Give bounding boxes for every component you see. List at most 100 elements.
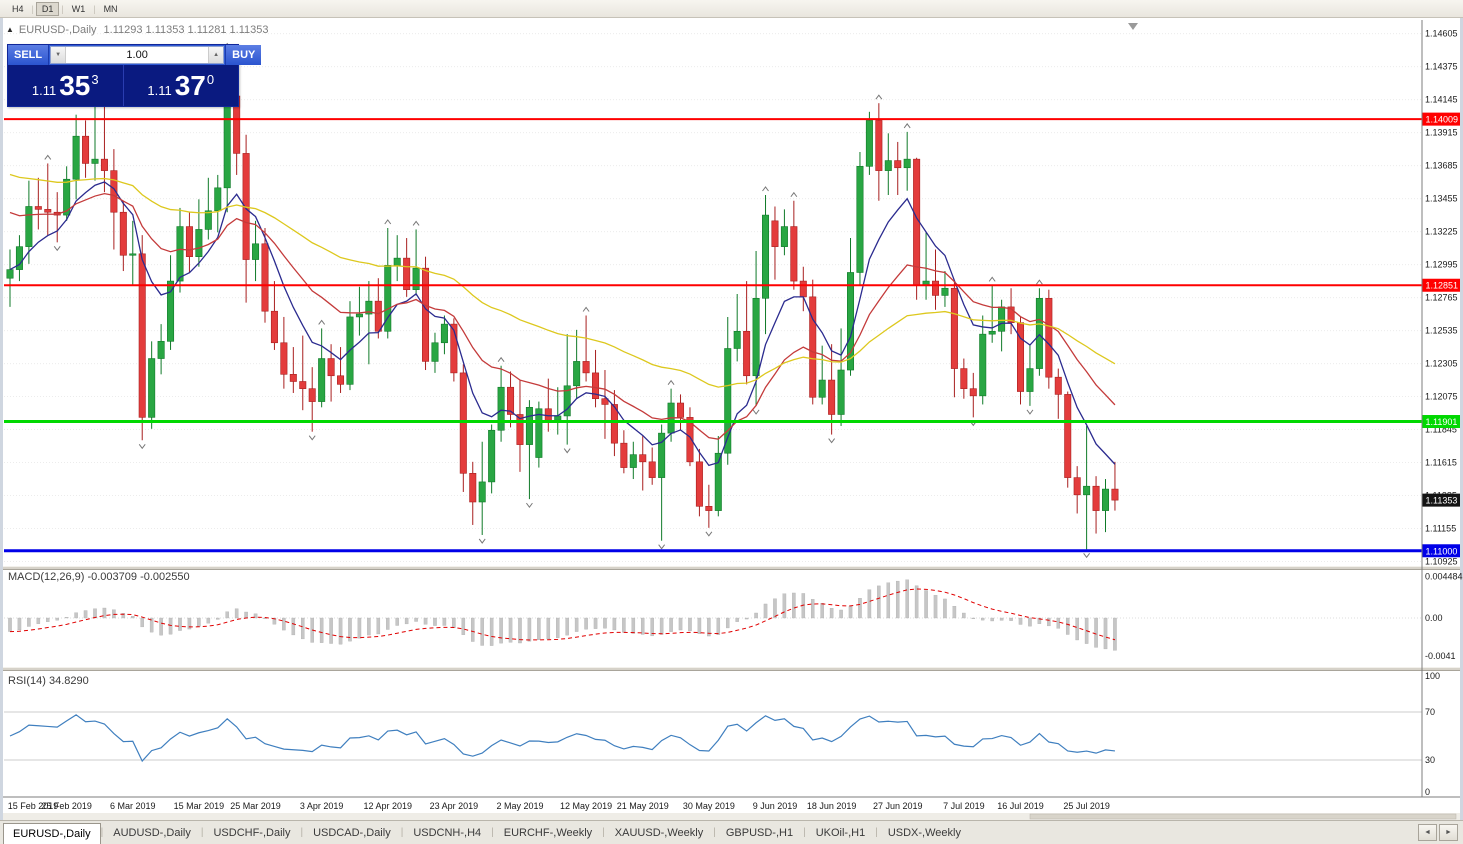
tab-separator: | bbox=[875, 827, 878, 838]
volume-increment-icon[interactable]: ▲ bbox=[208, 47, 224, 63]
volume-input[interactable] bbox=[66, 47, 209, 63]
tab-eurchf-weekly[interactable]: EURCHF-,Weekly bbox=[503, 827, 593, 839]
tab-separator: | bbox=[803, 827, 806, 838]
chart-background bbox=[3, 18, 1460, 813]
chart-title-row: ▲ EURUSD-,Daily 1.11293 1.11353 1.11281 … bbox=[6, 24, 269, 36]
volume-decrement-icon[interactable]: ▼ bbox=[51, 47, 67, 63]
svg-text:9 Jun 2019: 9 Jun 2019 bbox=[753, 801, 798, 811]
svg-text:15 Feb 2019: 15 Feb 2019 bbox=[8, 801, 59, 811]
ask-price-display[interactable]: 1.11 37 0 bbox=[124, 65, 239, 106]
timeframe-button-d1[interactable]: D1 bbox=[35, 1, 60, 16]
tab-ukoil-h1[interactable]: UKOil-,H1 bbox=[815, 827, 866, 839]
candlestick-series[interactable] bbox=[6, 51, 1119, 550]
tab-scroll-right-icon[interactable]: ► bbox=[1439, 824, 1458, 841]
svg-text:23 Apr 2019: 23 Apr 2019 bbox=[430, 801, 479, 811]
price-grid bbox=[4, 33, 1422, 563]
svg-text:100: 100 bbox=[1425, 671, 1440, 681]
tab-separator: | bbox=[400, 827, 404, 838]
symbol-tab-bar: EURUSD-,Daily | AUDUSD-,Daily | USDCHF-,Dail… bbox=[0, 820, 1463, 844]
svg-text:1.12995: 1.12995 bbox=[1425, 260, 1458, 270]
horizontal-scrollbar[interactable] bbox=[3, 813, 1460, 820]
tab-usdchf-daily[interactable]: USDCHF-,Daily bbox=[213, 827, 291, 839]
hline-price-tag bbox=[1422, 544, 1460, 558]
toolbar-separator: | bbox=[31, 3, 34, 14]
sell-button[interactable]: SELL bbox=[8, 45, 50, 65]
svg-text:30: 30 bbox=[1425, 755, 1435, 765]
current-price-tag bbox=[1422, 493, 1460, 507]
svg-text:1.13455: 1.13455 bbox=[1425, 194, 1458, 204]
svg-text:1.11845: 1.11845 bbox=[1425, 425, 1457, 435]
svg-text:1.12305: 1.12305 bbox=[1425, 359, 1458, 369]
chart-shift-icon[interactable] bbox=[1128, 23, 1138, 30]
svg-text:1.13685: 1.13685 bbox=[1425, 161, 1458, 171]
svg-text:1.14145: 1.14145 bbox=[1425, 95, 1458, 105]
svg-text:3 Apr 2019: 3 Apr 2019 bbox=[300, 801, 344, 811]
svg-text:1.12535: 1.12535 bbox=[1425, 326, 1458, 336]
svg-text:1.11353: 1.11353 bbox=[1426, 496, 1458, 506]
one-click-collapse-icon[interactable]: ▲ bbox=[6, 25, 14, 34]
horizontal-lines[interactable] bbox=[4, 118, 1422, 553]
tab-eurusd-daily[interactable]: EURUSD-,Daily bbox=[3, 823, 101, 844]
scrollbar-thumb[interactable] bbox=[1029, 813, 1457, 820]
tab-separator: | bbox=[491, 827, 494, 838]
ask-price-prefix: 1.11 bbox=[147, 82, 172, 98]
tab-gbpusd-h1[interactable]: GBPUSD-,H1 bbox=[725, 827, 794, 839]
timeframe-button-w1[interactable]: W1 bbox=[71, 3, 86, 14]
moving-averages bbox=[9, 173, 1116, 467]
hline-price-tag bbox=[1422, 415, 1460, 429]
timeframe-button-mn[interactable]: MN bbox=[103, 3, 118, 14]
svg-text:0: 0 bbox=[1425, 787, 1430, 797]
panel-divider[interactable] bbox=[3, 566, 1460, 570]
bid-price-prefix: 1.11 bbox=[31, 82, 57, 98]
svg-text:2 May 2019: 2 May 2019 bbox=[496, 801, 543, 811]
buy-button[interactable]: BUY bbox=[225, 45, 262, 65]
tab-separator: | bbox=[602, 827, 605, 838]
tab-separator: | bbox=[100, 827, 104, 838]
macd-indicator-label: MACD(12,26,9) -0.003709 -0.002550 bbox=[8, 571, 190, 583]
bid-price-display[interactable]: 1.11 35 3 bbox=[8, 65, 124, 106]
svg-text:70: 70 bbox=[1425, 707, 1435, 717]
svg-text:21 May 2019: 21 May 2019 bbox=[617, 801, 669, 811]
tab-scroll-arrows: ◄ ► bbox=[1418, 824, 1463, 841]
svg-text:16 Jul 2019: 16 Jul 2019 bbox=[997, 801, 1044, 811]
chart-symbol-title: EURUSD-,Daily bbox=[18, 24, 97, 36]
one-click-trade-panel: SELL ▼ ▲ BUY 1.11 35 3 1.11 37 0 bbox=[7, 44, 262, 107]
svg-text:1.14009: 1.14009 bbox=[1426, 115, 1459, 125]
macd-panel bbox=[4, 579, 1422, 651]
svg-text:1.11000: 1.11000 bbox=[1426, 546, 1458, 556]
svg-text:-0.0041: -0.0041 bbox=[1425, 651, 1456, 661]
timeframe-button-h4[interactable]: H4 bbox=[12, 3, 24, 14]
rsi-indicator-label: RSI(14) 34.8290 bbox=[8, 675, 89, 687]
bid-price-big: 35 bbox=[59, 69, 91, 101]
svg-text:1.10925: 1.10925 bbox=[1425, 557, 1458, 567]
panel-divider[interactable] bbox=[3, 667, 1460, 671]
svg-text:1.14605: 1.14605 bbox=[1425, 29, 1458, 39]
fractal-markers bbox=[44, 42, 1091, 559]
svg-text:0.004484: 0.004484 bbox=[1425, 571, 1463, 581]
tab-audusd-daily[interactable]: AUDUSD-,Daily bbox=[113, 827, 191, 839]
toolbar-separator: | bbox=[93, 3, 96, 14]
tab-usdcnh-h4[interactable]: USDCNH-,H4 bbox=[413, 827, 482, 839]
tab-separator: | bbox=[200, 827, 204, 838]
tab-usdx-weekly[interactable]: USDX-,Weekly bbox=[887, 827, 961, 839]
svg-text:18 Jun 2019: 18 Jun 2019 bbox=[807, 801, 857, 811]
ask-price-big: 37 bbox=[174, 69, 206, 101]
svg-text:1.14375: 1.14375 bbox=[1425, 62, 1458, 72]
chart-ohlc-values: 1.11293 1.11353 1.11281 1.11353 bbox=[103, 24, 269, 36]
svg-text:12 May 2019: 12 May 2019 bbox=[560, 801, 612, 811]
price-axis[interactable]: 1.14605 1.14375 1.14145 1.13915 1.13685 1.134… bbox=[3, 20, 1463, 798]
svg-text:12 Apr 2019: 12 Apr 2019 bbox=[363, 801, 412, 811]
tab-usdcad-daily[interactable]: USDCAD-,Daily bbox=[313, 827, 391, 839]
svg-text:25 Feb 2019: 25 Feb 2019 bbox=[41, 801, 92, 811]
toolbar-separator: | bbox=[61, 3, 64, 14]
volume-stepper: ▼ ▲ bbox=[50, 46, 225, 64]
symbol-tabs: EURUSD-,Daily | AUDUSD-,Daily | USDCHF-,Dail… bbox=[3, 821, 971, 844]
tab-xauusd-weekly[interactable]: XAUUSD-,Weekly bbox=[614, 827, 704, 839]
svg-text:27 Jun 2019: 27 Jun 2019 bbox=[873, 801, 923, 811]
svg-text:1.11155: 1.11155 bbox=[1425, 524, 1456, 534]
tab-scroll-left-icon[interactable]: ◄ bbox=[1418, 824, 1437, 841]
svg-text:15 Mar 2019: 15 Mar 2019 bbox=[174, 801, 225, 811]
tab-separator: | bbox=[713, 827, 716, 838]
